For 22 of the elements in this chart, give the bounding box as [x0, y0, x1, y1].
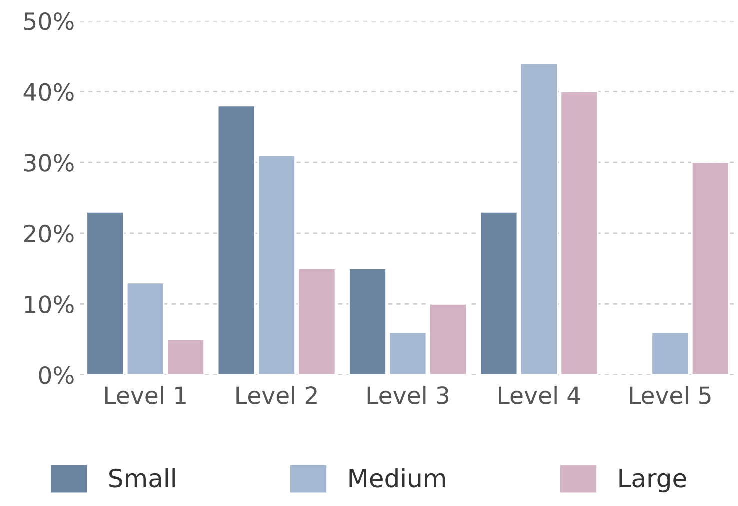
x-tick-label: Level 2 — [236, 386, 317, 404]
y-tick-label: 20% — [24, 224, 74, 243]
y-tick-label: 50% — [24, 12, 74, 30]
x-tick-label: Level 4 — [499, 386, 580, 404]
y-tick-label: 0% — [39, 366, 74, 384]
y-tick-label: 30% — [24, 154, 74, 172]
x-tick-label: Level 5 — [630, 386, 711, 404]
x-tick-label: Level 1 — [105, 386, 186, 404]
bar — [388, 332, 428, 375]
bar — [480, 211, 518, 375]
bar — [86, 211, 125, 375]
y-tick-label: 40% — [24, 83, 74, 102]
bar — [651, 332, 690, 375]
legend-label: Large — [620, 469, 686, 493]
bar — [298, 268, 336, 375]
bar — [691, 162, 730, 375]
legend-label: Small — [110, 468, 175, 488]
bar — [429, 304, 468, 375]
y-tick-label: 10% — [25, 296, 74, 314]
bar — [348, 268, 387, 375]
x-tick-label: Level 3 — [368, 386, 449, 404]
legend-label: Medium — [350, 468, 446, 488]
